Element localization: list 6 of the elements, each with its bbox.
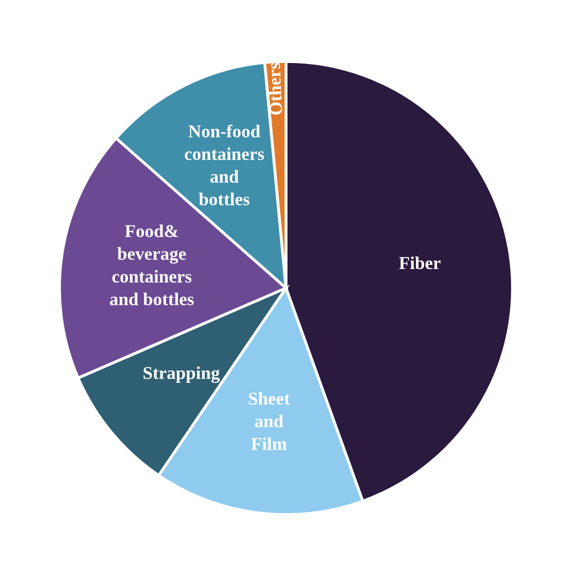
slice-label: Fiber bbox=[399, 256, 441, 270]
slice-label: Non-food containers and bottles bbox=[184, 124, 264, 206]
slice-label: Food& beverage containers and bottles bbox=[110, 224, 194, 306]
slice-label: Sheet and Film bbox=[248, 392, 290, 450]
slice-label: Strapping bbox=[144, 366, 220, 383]
slice-label: Others bbox=[267, 62, 282, 115]
